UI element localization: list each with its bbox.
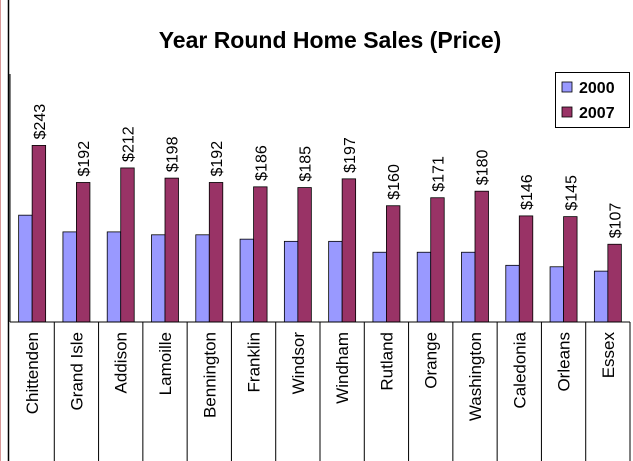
bar — [328, 240, 343, 323]
bar — [253, 186, 268, 323]
value-label: $243 — [32, 104, 49, 140]
bar — [164, 177, 179, 323]
bar — [31, 145, 47, 323]
bar — [607, 243, 622, 323]
bar — [151, 234, 166, 323]
x-tick-label: Addison — [112, 332, 131, 393]
bar — [341, 178, 357, 323]
x-tick-label: Caledonia — [510, 331, 529, 408]
bar — [518, 215, 534, 323]
bar — [106, 231, 122, 323]
value-label: $185 — [298, 146, 315, 182]
x-tick-label: Windsor — [289, 332, 308, 395]
bar — [430, 197, 445, 323]
value-label: $160 — [386, 164, 403, 200]
x-tick-label: Rutland — [377, 332, 396, 391]
bar — [593, 270, 609, 323]
bar — [208, 182, 224, 323]
value-label: $192 — [76, 141, 93, 177]
bar — [120, 167, 135, 323]
x-tick-label: Lamoille — [156, 332, 175, 395]
value-label: $107 — [608, 203, 625, 239]
value-label: $197 — [342, 137, 359, 173]
bar — [549, 266, 564, 323]
bar — [76, 182, 91, 323]
value-label: $146 — [519, 174, 536, 210]
x-tick-label: Bennington — [200, 332, 219, 418]
value-label: $145 — [563, 175, 580, 211]
chart-frame — [7, 0, 633, 461]
legend: 2000 2007 — [555, 72, 630, 128]
legend-label: 2000 — [579, 80, 615, 97]
bar — [62, 231, 77, 323]
legend-label: 2007 — [579, 105, 615, 122]
bar — [297, 187, 312, 323]
x-tick-label: Grand Isle — [67, 332, 86, 410]
value-label: $186 — [253, 145, 270, 181]
value-label: $192 — [209, 141, 226, 177]
legend-swatch — [561, 106, 573, 118]
x-tick-label: Orleans — [555, 332, 574, 392]
value-label: $198 — [165, 136, 182, 172]
x-tick-label: Windham — [333, 332, 352, 404]
bar — [283, 240, 299, 323]
x-tick-label: Orange — [422, 332, 441, 389]
x-tick-label: Essex — [599, 332, 618, 379]
bar — [195, 234, 210, 323]
chart-title: Year Round Home Sales (Price) — [159, 27, 502, 53]
bar — [563, 216, 578, 323]
bar — [386, 205, 401, 323]
bar — [18, 214, 33, 323]
x-tick-label: Chittenden — [23, 332, 42, 414]
value-label: $171 — [430, 156, 447, 192]
bar — [416, 251, 432, 323]
bar — [461, 251, 476, 323]
x-tick-label: Franklin — [245, 332, 264, 392]
bar — [372, 251, 387, 323]
bar — [505, 264, 520, 323]
value-label: $212 — [120, 126, 137, 162]
legend-swatch — [561, 81, 573, 93]
bar — [474, 190, 489, 323]
value-label: $180 — [475, 150, 492, 186]
bar — [239, 238, 254, 323]
x-tick-label: Washington — [466, 332, 485, 421]
